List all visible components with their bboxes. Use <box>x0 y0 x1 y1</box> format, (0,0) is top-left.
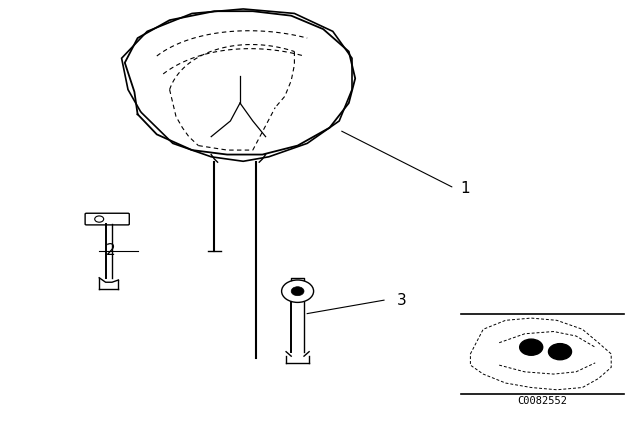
Text: 2: 2 <box>106 243 115 258</box>
Circle shape <box>520 339 543 355</box>
Circle shape <box>95 216 104 222</box>
Text: 1: 1 <box>461 181 470 196</box>
Circle shape <box>282 280 314 302</box>
Text: 3: 3 <box>397 293 406 308</box>
FancyBboxPatch shape <box>85 213 129 225</box>
Circle shape <box>291 287 304 296</box>
Text: C0082552: C0082552 <box>517 396 568 406</box>
Circle shape <box>548 344 572 360</box>
